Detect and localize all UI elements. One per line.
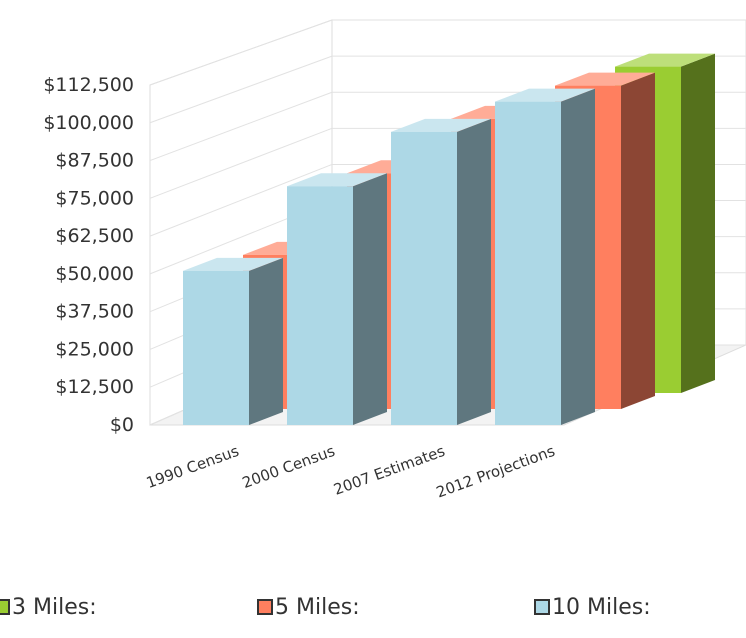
y-tick-label: $50,000 — [55, 263, 134, 285]
bar-side — [353, 173, 387, 425]
bar-top — [391, 118, 491, 132]
legend-label-10-miles: 10 Miles: — [552, 594, 651, 620]
x-tick-label: 1990 Census — [144, 442, 242, 492]
y-tick-label: $0 — [110, 414, 134, 436]
bar-top — [615, 53, 715, 67]
legend-label-5-miles: 5 Miles: — [275, 594, 360, 620]
legend-item-3-miles: 3 Miles: — [0, 589, 97, 625]
y-tick-label: $112,500 — [43, 74, 134, 96]
bar — [287, 186, 353, 425]
bar-chart: $0 $12,500 $25,000 $37,500 $50,000 $62,500 $75… — [43, 19, 746, 502]
bar-side — [681, 53, 715, 393]
gridline-side — [149, 55, 333, 124]
gridline-side — [149, 19, 333, 86]
y-tick-label: $100,000 — [43, 112, 134, 134]
bar-top — [555, 72, 655, 86]
bar-top — [183, 257, 283, 271]
bar-side — [561, 88, 595, 425]
legend-label-3-miles: 3 Miles: — [12, 594, 97, 620]
bar-top — [495, 88, 595, 102]
x-tick-label: 2012 Projections — [434, 442, 558, 502]
x-tick-label: 2000 Census — [240, 442, 338, 492]
gridline-side — [149, 163, 333, 237]
y-tick-label: $87,500 — [55, 150, 134, 172]
bar-side — [249, 257, 283, 425]
bar-side — [621, 72, 655, 409]
y-tick-label: $75,000 — [55, 187, 134, 209]
y-tick-label: $25,000 — [55, 338, 134, 360]
gridline-side — [149, 91, 333, 162]
legend-item-10-miles: 10 Miles: — [534, 589, 651, 625]
bar — [183, 270, 249, 425]
bar-top — [287, 173, 387, 187]
legend-swatch-3-miles — [0, 599, 10, 615]
y-tick-label: $12,500 — [55, 376, 134, 398]
legend-swatch-5-miles — [257, 599, 273, 615]
y-tick-label: $37,500 — [55, 301, 134, 323]
y-axis-ticks: $0 $12,500 $25,000 $37,500 $50,000 $62,500 $75… — [43, 74, 134, 436]
bars — [183, 53, 715, 425]
y-tick-label: $62,500 — [55, 225, 134, 247]
legend-item-5-miles: 5 Miles: — [257, 589, 360, 625]
bar — [495, 101, 561, 425]
bar-side — [457, 118, 491, 425]
bar — [391, 131, 457, 425]
gridline-side — [149, 127, 333, 199]
x-tick-label: 2007 Estimates — [331, 442, 447, 499]
legend-swatch-10-miles — [534, 599, 550, 615]
